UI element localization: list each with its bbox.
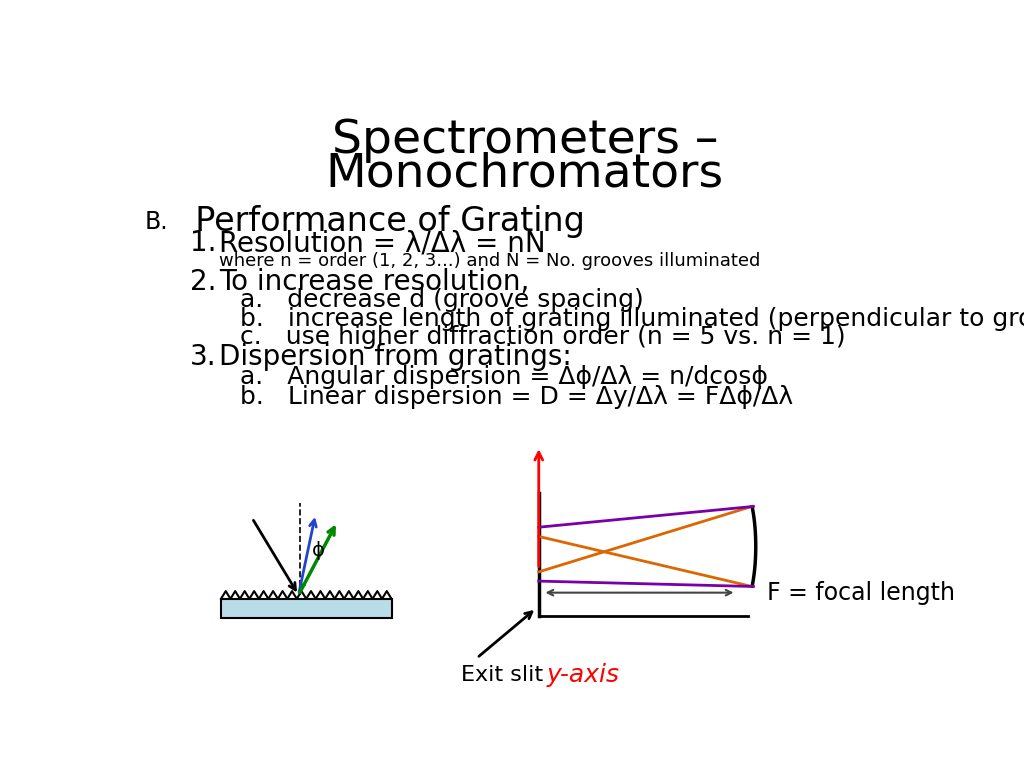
- Text: y-axis: y-axis: [547, 663, 620, 687]
- Text: F = focal length: F = focal length: [767, 581, 955, 604]
- Text: B.: B.: [145, 210, 169, 233]
- Text: b.   Linear dispersion = D = Δy/Δλ = FΔϕ/Δλ: b. Linear dispersion = D = Δy/Δλ = FΔϕ/Δ…: [241, 385, 794, 409]
- Text: 1.: 1.: [190, 229, 216, 257]
- Text: a.   Angular dispersion = Δϕ/Δλ = n/dcosϕ: a. Angular dispersion = Δϕ/Δλ = n/dcosϕ: [241, 365, 768, 389]
- Text: Monochromators: Monochromators: [326, 151, 724, 197]
- Text: c.   use higher diffraction order (n = 5 vs. n = 1): c. use higher diffraction order (n = 5 v…: [241, 325, 846, 349]
- Text: Spectrometers –: Spectrometers –: [332, 118, 718, 163]
- Text: To increase resolution,: To increase resolution,: [219, 267, 529, 296]
- Text: ϕ: ϕ: [311, 541, 325, 560]
- Text: a.   decrease d (groove spacing): a. decrease d (groove spacing): [241, 288, 644, 312]
- Text: Exit slit: Exit slit: [461, 665, 544, 685]
- Text: Performance of Grating: Performance of Grating: [174, 205, 586, 238]
- Text: Resolution = λ/Δλ = nN: Resolution = λ/Δλ = nN: [219, 229, 546, 257]
- Text: Dispersion from gratings:: Dispersion from gratings:: [219, 343, 572, 371]
- Bar: [221, 599, 391, 618]
- Text: where n = order (1, 2, 3...) and N = No. grooves illuminated: where n = order (1, 2, 3...) and N = No.…: [219, 252, 761, 270]
- Text: 2.: 2.: [190, 267, 216, 296]
- Text: b.   increase length of grating illuminated (perpendicular to grooves): b. increase length of grating illuminate…: [241, 306, 1024, 330]
- Text: 3.: 3.: [190, 343, 217, 371]
